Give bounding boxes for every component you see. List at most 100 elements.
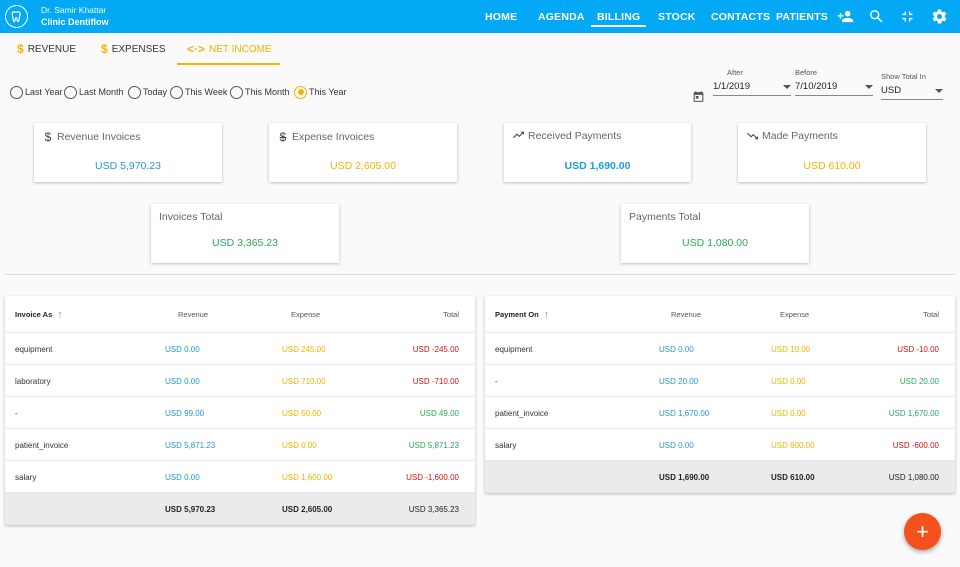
radio-label: Last Month bbox=[79, 87, 124, 97]
settings-icon[interactable] bbox=[931, 8, 948, 25]
after-label: After bbox=[727, 68, 743, 77]
cell-revenue: USD 1,670.00 bbox=[659, 408, 710, 418]
total-expense: USD 2,605.00 bbox=[282, 504, 333, 514]
card-title: Invoices Total bbox=[159, 211, 223, 223]
table-row[interactable]: patient_invoice USD 1,670.00 USD 0.00 USD 1… bbox=[485, 397, 955, 429]
nav-agenda[interactable]: AGENDA bbox=[538, 10, 585, 23]
clinic-info[interactable]: Dr. Samir Khattar Clinic Dentiflow bbox=[41, 4, 109, 28]
total-net: USD 3,365.23 bbox=[408, 504, 459, 514]
radio-circle-icon bbox=[170, 85, 183, 99]
radio-circle-icon bbox=[64, 85, 77, 99]
add-fab-button[interactable]: + bbox=[904, 513, 941, 550]
nav-stock[interactable]: STOCK bbox=[658, 10, 696, 23]
trending-up-icon bbox=[513, 131, 524, 139]
cell-category: salary bbox=[15, 472, 37, 482]
cell-total: USD -245.00 bbox=[412, 344, 459, 354]
card-received-payments: Received Payments USD 1,690.00 bbox=[504, 123, 691, 182]
cell-total: USD 5,871.23 bbox=[408, 440, 459, 450]
nav-billing[interactable]: BILLING bbox=[590, 0, 647, 33]
header-revenue[interactable]: Revenue bbox=[178, 310, 209, 319]
card-value: USD 5,970.23 bbox=[95, 160, 161, 172]
code-arrows-icon: <·> bbox=[187, 42, 206, 56]
doctor-name: Dr. Samir Khattar bbox=[41, 5, 107, 15]
tab-revenue[interactable]: $ REVENUE bbox=[17, 33, 76, 65]
radio-today[interactable]: Today bbox=[128, 85, 167, 99]
cell-revenue: USD 0.00 bbox=[659, 440, 694, 450]
calendar-icon[interactable] bbox=[692, 90, 705, 103]
header-expense[interactable]: Expense bbox=[291, 310, 321, 319]
radio-last-year[interactable]: Last Year bbox=[10, 85, 63, 99]
radio-this-year[interactable]: This Year bbox=[294, 85, 347, 99]
card-payments-total: Payments Total USD 1,080.00 bbox=[621, 204, 809, 263]
table-totals-row: USD 5,970.23 USD 2,605.00 USD 3,365.23 bbox=[5, 493, 475, 525]
cell-category: laboratory bbox=[15, 376, 51, 386]
card-title-text: Received Payments bbox=[528, 130, 622, 142]
tab-expenses[interactable]: $ EXPENSES bbox=[101, 33, 166, 65]
cell-total: USD 49.00 bbox=[419, 408, 459, 418]
cell-revenue: USD 99.00 bbox=[165, 408, 205, 418]
radio-label: This Week bbox=[185, 87, 228, 97]
cell-total: USD 1,670.00 bbox=[888, 408, 939, 418]
total-expense: USD 610.00 bbox=[771, 472, 815, 482]
header-total[interactable]: Total bbox=[923, 310, 939, 319]
nav-patients[interactable]: PATIENTS bbox=[776, 10, 828, 23]
header-invoice-as[interactable]: Invoice As ↑ bbox=[15, 296, 63, 333]
card-expense-invoices: $ Expense Invoices USD 2,605.00 bbox=[269, 123, 457, 182]
header-expense[interactable]: Expense bbox=[780, 310, 810, 319]
header-total[interactable]: Total bbox=[443, 310, 459, 319]
table-row[interactable]: equipment USD 0.00 USD 10.00 USD -10.00 bbox=[485, 333, 955, 365]
nav-home[interactable]: HOME bbox=[485, 10, 518, 23]
cell-expense: USD 0.00 bbox=[771, 408, 806, 418]
currency-value: USD bbox=[881, 85, 902, 96]
search-icon[interactable] bbox=[868, 8, 885, 25]
cell-category: patient_invoice bbox=[495, 408, 549, 418]
cell-category: patient_invoice bbox=[15, 440, 69, 450]
header-label: Invoice As bbox=[15, 310, 53, 319]
radio-label: This Year bbox=[309, 87, 347, 97]
tooth-logo-icon[interactable] bbox=[5, 5, 28, 28]
card-value: USD 3,365.23 bbox=[212, 237, 278, 249]
card-value: USD 2,605.00 bbox=[330, 160, 396, 172]
fullscreen-exit-icon[interactable] bbox=[899, 8, 916, 25]
cell-revenue: USD 0.00 bbox=[659, 344, 694, 354]
header-payment-on[interactable]: Payment On ↑ bbox=[495, 296, 549, 333]
radio-circle-icon bbox=[230, 85, 243, 99]
table-row[interactable]: - USD 99.00 USD 50.00 USD 49.00 bbox=[5, 397, 475, 429]
card-title: $ Revenue Invoices bbox=[42, 130, 141, 144]
currency-select[interactable]: USD bbox=[881, 85, 943, 100]
table-row[interactable]: patient_invoice USD 5,871.23 USD 0.00 USD 5… bbox=[5, 429, 475, 461]
radio-last-month[interactable]: Last Month bbox=[64, 85, 124, 99]
table-row[interactable]: salary USD 0.00 USD 1,600.00 USD -1,600.00 bbox=[5, 461, 475, 493]
radio-label: Today bbox=[143, 87, 168, 97]
cell-expense: USD 245.00 bbox=[282, 344, 326, 354]
dropdown-arrow-icon bbox=[935, 89, 943, 93]
cell-expense: USD 10.00 bbox=[771, 344, 811, 354]
card-title: $ Expense Invoices bbox=[277, 130, 375, 144]
table-row[interactable]: equipment USD 0.00 USD 245.00 USD -245.00 bbox=[5, 333, 475, 365]
cell-revenue: USD 0.00 bbox=[165, 376, 200, 386]
currency-label: Show Total In bbox=[881, 72, 926, 81]
dollar-off-icon: $ bbox=[279, 130, 287, 144]
tab-net-income[interactable]: <·> NET INCOME bbox=[177, 33, 280, 65]
sort-arrow-up-icon[interactable]: ↑ bbox=[543, 308, 550, 321]
cell-total: USD -710.00 bbox=[412, 376, 459, 386]
payment-table: Payment On ↑ Revenue Expense Total equip… bbox=[485, 296, 955, 493]
card-title: Payments Total bbox=[629, 211, 701, 223]
cell-revenue: USD 20.00 bbox=[659, 376, 699, 386]
radio-this-month[interactable]: This Month bbox=[230, 85, 290, 99]
radio-circle-icon bbox=[10, 85, 23, 99]
table-row[interactable]: - USD 20.00 USD 0.00 USD 20.00 bbox=[485, 365, 955, 397]
after-date-select[interactable]: 1/1/2019 bbox=[713, 81, 791, 96]
nav-contacts[interactable]: CONTACTS bbox=[711, 10, 771, 23]
radio-checked-icon bbox=[294, 85, 307, 99]
sort-arrow-up-icon[interactable]: ↑ bbox=[57, 308, 63, 321]
table-row[interactable]: laboratory USD 0.00 USD 710.00 USD -710.00 bbox=[5, 365, 475, 397]
radio-label: Last Year bbox=[25, 87, 63, 97]
card-value: USD 610.00 bbox=[803, 160, 861, 172]
table-row[interactable]: salary USD 0.00 USD 600.00 USD -600.00 bbox=[485, 429, 955, 461]
header-revenue[interactable]: Revenue bbox=[671, 310, 702, 319]
before-date-select[interactable]: 7/10/2019 bbox=[795, 81, 873, 96]
add-person-icon[interactable] bbox=[837, 8, 854, 25]
radio-label: This Month bbox=[245, 87, 290, 97]
radio-this-week[interactable]: This Week bbox=[170, 85, 227, 99]
